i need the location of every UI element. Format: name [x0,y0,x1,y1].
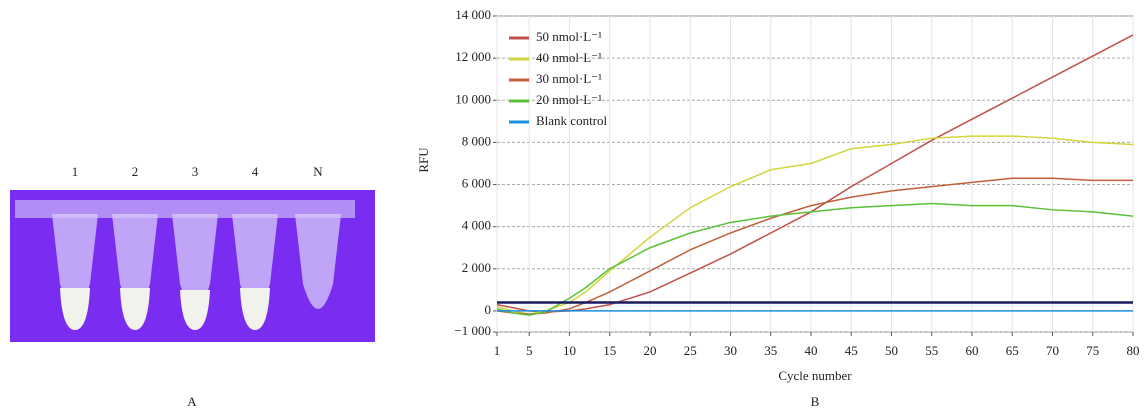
tube [295,214,341,309]
tube-label: 2 [132,164,139,179]
tube-content [240,288,270,330]
y-tick-label: 2 000 [462,260,491,275]
legend-label: 20 nmol·L⁻¹ [536,92,602,107]
x-tick-label: 45 [845,343,858,358]
tube [172,214,218,309]
x-tick-label: 20 [643,343,656,358]
panel-label: B [811,394,820,409]
tube-label: 1 [72,164,79,179]
x-tick-label: 80 [1127,343,1140,358]
x-tick-label: 15 [603,343,616,358]
series-line [496,202,1134,316]
x-axis-label: Cycle number [778,368,852,383]
tube-label: 4 [252,164,259,179]
x-tick-label: 60 [965,343,978,358]
x-tick-label: 35 [764,343,777,358]
x-tick-label: 1 [494,343,501,358]
y-tick-label: 12 000 [455,49,491,64]
series-line [496,135,1134,315]
y-tick-label: 8 000 [462,133,491,148]
x-tick-label: 25 [684,343,697,358]
x-tick-label: 75 [1086,343,1099,358]
tubes [52,214,341,309]
tube-contents [60,288,270,330]
tube-label: 3 [192,164,199,179]
panel-label: A [187,394,197,409]
tube-label: N [313,164,323,179]
y-tick-label: 6 000 [462,176,491,191]
tube-content [180,290,210,330]
legend-label: 30 nmol·L⁻¹ [536,71,602,86]
y-tick-label: 10 000 [455,91,491,106]
legend-label: 50 nmol·L⁻¹ [536,29,602,44]
tube [232,214,278,309]
x-tick-label: 30 [724,343,737,358]
tube-content [60,288,90,330]
tube [112,214,158,309]
y-tick-label: 0 [485,302,492,317]
tube-content [120,288,150,330]
y-tick-label: −1 000 [454,323,491,338]
tube [52,214,98,309]
x-tick-label: 10 [563,343,576,358]
x-tick-label: 40 [804,343,817,358]
x-tick-label: 55 [925,343,938,358]
tube-strip [15,200,355,218]
x-tick-label: 70 [1046,343,1059,358]
y-tick-label: 4 000 [462,218,491,233]
legend-label: 40 nmol·L⁻¹ [536,50,602,65]
series-line [496,177,1133,315]
y-tick-label: 14 000 [455,7,491,22]
photo [10,190,375,342]
x-tick-label: 5 [526,343,533,358]
x-tick-label: 50 [885,343,898,358]
legend-label: Blank control [536,113,608,128]
x-tick-label: 65 [1006,343,1019,358]
y-axis-label: RFU [416,147,431,173]
